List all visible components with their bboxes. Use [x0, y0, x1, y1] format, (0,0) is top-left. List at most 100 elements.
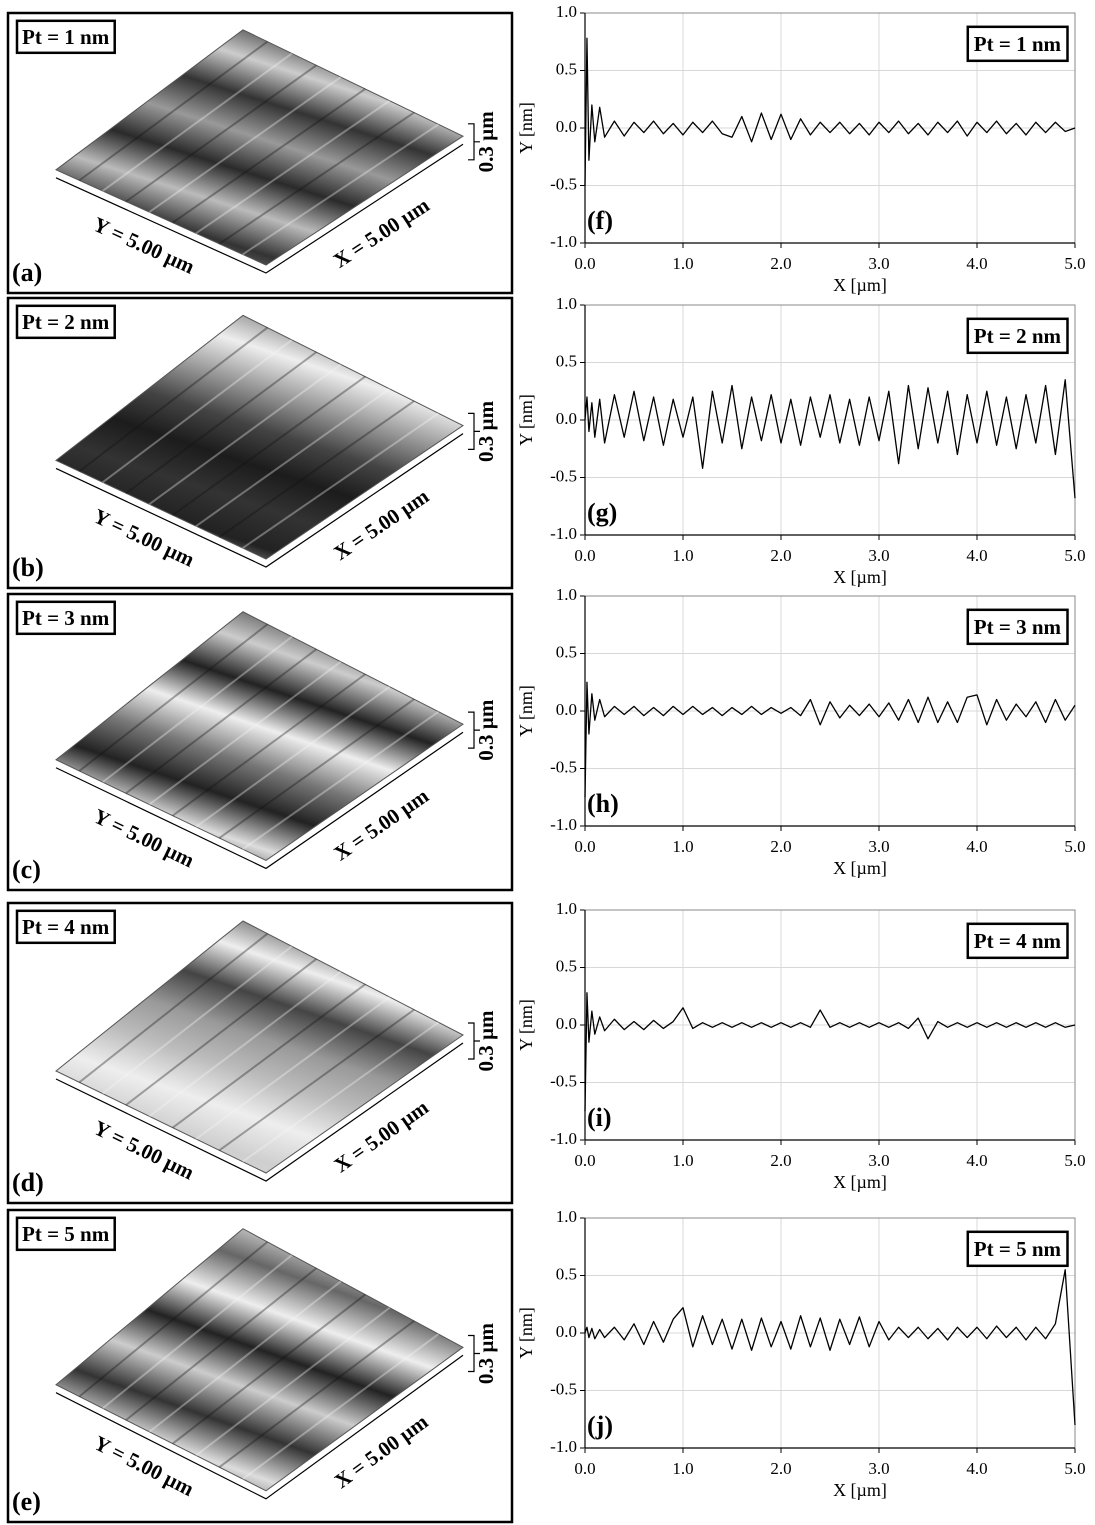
profile-line — [584, 992, 1076, 1112]
z-scale-label: 0.3 µm — [474, 699, 498, 761]
x-tick-label: 3.0 — [868, 837, 889, 856]
x-tick-label: 4.0 — [966, 1459, 987, 1478]
afm-streak — [125, 958, 317, 1106]
afm-streak — [218, 698, 415, 839]
y-axis-label: Y [nm] — [516, 685, 536, 737]
afm-streak — [102, 52, 293, 192]
y-tick-label: 0.0 — [556, 700, 577, 719]
y-tick-label: 0.5 — [556, 956, 577, 975]
afm-streak — [148, 76, 342, 213]
image-label: Pt = 5 nm — [22, 1222, 110, 1246]
z-scale-label: 0.3 µm — [474, 400, 498, 462]
x-tick-label: 1.0 — [672, 1151, 693, 1170]
label-box — [15, 600, 116, 636]
afm-streak — [242, 710, 440, 851]
afm-axis — [55, 433, 464, 568]
y-tick-label: 0.5 — [556, 351, 577, 370]
y-axis-label: Y [nm] — [516, 394, 536, 446]
annotation: Pt = 5 nm — [974, 1237, 1062, 1261]
afm-surface — [55, 314, 464, 560]
x-tick-label: 3.0 — [868, 1151, 889, 1170]
y-tick-label: 0.0 — [556, 409, 577, 428]
x-tick-label: 0.0 — [574, 1459, 595, 1478]
panel-label: (g) — [587, 498, 617, 527]
x-tick-label: 2.0 — [770, 546, 791, 565]
panel-label: (j) — [587, 1411, 613, 1440]
afm-surface — [55, 920, 464, 1174]
afm-streak — [125, 351, 317, 495]
afm-streak — [242, 123, 440, 256]
panel-label: (e) — [12, 1487, 41, 1516]
y-tick-label: -1.0 — [550, 1129, 577, 1148]
afm-streak — [78, 326, 269, 473]
label-box — [966, 1230, 1069, 1268]
label-box — [966, 608, 1069, 646]
afm-axis — [55, 1354, 464, 1500]
afm-streak — [148, 363, 342, 506]
afm-surface — [55, 611, 464, 861]
y-axis-label: Y [nm] — [516, 1307, 536, 1359]
panel-label: (f) — [587, 206, 613, 235]
panel-label: (b) — [12, 553, 44, 582]
afm-surface — [55, 29, 465, 266]
x-tick-label: 1.0 — [672, 837, 693, 856]
label-box — [15, 304, 116, 340]
afm-axis — [55, 731, 464, 870]
image-label: Pt = 1 nm — [22, 25, 110, 49]
z-scale-label: 0.3 µm — [474, 111, 498, 173]
image-label: Pt = 3 nm — [22, 606, 110, 630]
profile-line — [584, 37, 1076, 186]
y-tick-label: 1.0 — [556, 294, 577, 313]
y-tick-label: 0.0 — [556, 117, 577, 136]
x-tick-label: 3.0 — [868, 254, 889, 273]
z-bracket — [468, 412, 480, 450]
y-tick-label: -1.0 — [550, 232, 577, 251]
afm-streak — [195, 99, 391, 235]
y-tick-label: 1.0 — [556, 2, 577, 21]
panel-label: (i) — [587, 1103, 612, 1132]
afm-streak — [195, 388, 391, 527]
z-scale-label: 0.3 µm — [474, 1010, 498, 1072]
y-tick-label: -0.5 — [550, 757, 577, 776]
annotation: Pt = 2 nm — [974, 324, 1062, 348]
y-tick-label: 1.0 — [556, 1207, 577, 1226]
afm-streak — [172, 1293, 366, 1445]
y-axis-label: Y [nm] — [516, 999, 536, 1051]
y-tick-label: -1.0 — [550, 1437, 577, 1456]
x-axis-label: X [µm] — [833, 858, 887, 878]
y-tick-label: 1.0 — [556, 899, 577, 918]
afm-streak — [148, 660, 342, 806]
afm-axis — [55, 143, 464, 274]
x-tick-label: 2.0 — [770, 1151, 791, 1170]
annotation: Pt = 4 nm — [974, 929, 1062, 953]
y-tick-label: 0.5 — [556, 642, 577, 661]
afm-streak — [195, 1306, 391, 1457]
afm-streak — [195, 685, 391, 828]
x-tick-label: 4.0 — [966, 837, 987, 856]
afm-streak — [78, 1241, 269, 1398]
z-scale-label: 0.3 µm — [474, 1322, 498, 1384]
y-axis-label: Y [nm] — [516, 102, 536, 154]
afm-axis — [55, 1042, 464, 1182]
y-tick-label: 1.0 — [556, 585, 577, 604]
x-axis-label: X [µm] — [833, 1172, 887, 1192]
x-axis-label: X [µm] — [833, 275, 887, 295]
panel-label: (a) — [12, 258, 42, 287]
x-tick-label: 5.0 — [1064, 254, 1085, 273]
y-tick-label: -0.5 — [550, 1379, 577, 1398]
afm-streak — [102, 945, 293, 1095]
afm-streak — [172, 88, 366, 224]
afm-streak — [242, 1021, 440, 1163]
image-label: Pt = 4 nm — [22, 915, 110, 939]
afm-streak — [218, 111, 415, 245]
panel-label: (h) — [587, 789, 619, 818]
x-tick-label: 2.0 — [770, 1459, 791, 1478]
x-axis-label: X [µm] — [833, 1480, 887, 1500]
label-box — [15, 1216, 116, 1252]
x-tick-label: 0.0 — [574, 1151, 595, 1170]
afm-streak — [242, 1333, 440, 1480]
y-tick-label: -1.0 — [550, 524, 577, 543]
afm-streak — [78, 932, 269, 1084]
x-tick-label: 4.0 — [966, 1151, 987, 1170]
y-tick-label: -1.0 — [550, 815, 577, 834]
